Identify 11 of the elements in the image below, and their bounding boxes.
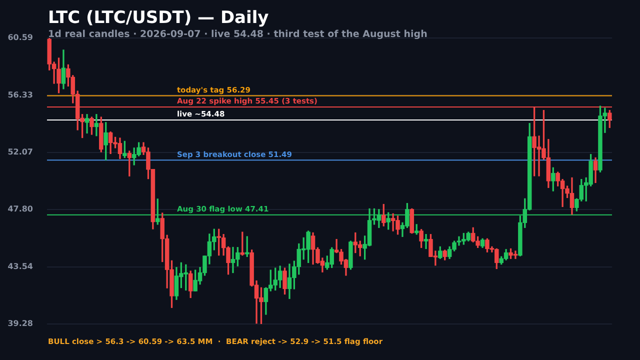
y-tick-label: 52.07 (8, 147, 33, 156)
y-tick-label: 47.80 (8, 204, 34, 214)
y-tick-label: 39.28 (8, 319, 34, 328)
y-tick-label: 43.54 (8, 262, 34, 271)
y-tick-label: 60.59 (8, 33, 34, 42)
candlestick (84, 114, 90, 134)
chart-title: LTC (LTC/USDT) — Daily (48, 8, 269, 28)
candlestick (424, 234, 428, 250)
y-tick-label: 56.33 (8, 90, 33, 100)
candlestick (94, 114, 99, 136)
chart-subtitle: 1d real candles · 2026-09-07 · live 54.48 · third test of the August high (48, 29, 428, 40)
